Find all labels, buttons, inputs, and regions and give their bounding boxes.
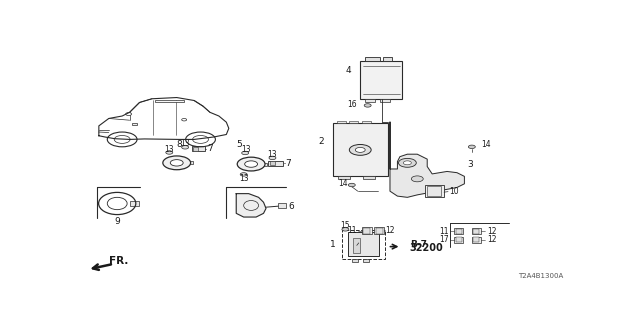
Bar <box>270 161 275 165</box>
Bar <box>425 185 444 197</box>
Text: B-7: B-7 <box>410 240 427 249</box>
Bar <box>352 259 358 262</box>
Text: 4: 4 <box>346 66 351 75</box>
Text: 7: 7 <box>285 159 291 168</box>
Text: 15: 15 <box>340 221 350 230</box>
Bar <box>474 237 479 242</box>
Text: 32200: 32200 <box>410 243 444 253</box>
Text: T2A4B1300A: T2A4B1300A <box>518 273 564 279</box>
Polygon shape <box>236 194 266 217</box>
Text: FR.: FR. <box>109 256 128 266</box>
Circle shape <box>269 156 276 160</box>
Bar <box>454 237 463 243</box>
Circle shape <box>182 146 189 149</box>
Circle shape <box>166 151 173 154</box>
Circle shape <box>240 173 247 176</box>
Bar <box>454 228 463 234</box>
Text: 10: 10 <box>449 187 459 196</box>
Text: 12: 12 <box>385 226 395 235</box>
Bar <box>360 60 403 99</box>
Bar <box>380 99 390 102</box>
Circle shape <box>403 161 412 165</box>
Text: 12: 12 <box>487 236 496 244</box>
Bar <box>456 229 462 234</box>
Bar <box>191 146 205 151</box>
Bar <box>363 176 375 179</box>
Circle shape <box>412 176 423 182</box>
Bar <box>186 161 193 164</box>
Text: 6: 6 <box>288 202 294 211</box>
Bar <box>362 121 371 124</box>
Circle shape <box>468 145 476 148</box>
Circle shape <box>399 158 416 167</box>
Bar <box>193 147 198 150</box>
Bar <box>472 228 481 234</box>
Bar <box>333 124 388 176</box>
Bar <box>269 161 284 166</box>
Text: 13: 13 <box>268 150 277 159</box>
Bar <box>338 176 350 179</box>
Bar <box>156 100 184 102</box>
Text: 13: 13 <box>164 145 174 154</box>
Bar <box>348 232 379 256</box>
Text: 13: 13 <box>239 174 248 183</box>
Text: 1: 1 <box>330 240 335 249</box>
Bar <box>363 259 369 262</box>
Bar <box>428 186 441 196</box>
Circle shape <box>125 113 132 116</box>
Text: 3: 3 <box>467 160 472 169</box>
Text: 2: 2 <box>319 138 324 147</box>
Circle shape <box>242 151 248 155</box>
Bar <box>374 228 384 234</box>
Text: 14: 14 <box>481 140 490 149</box>
Circle shape <box>342 228 349 231</box>
Bar <box>364 228 370 234</box>
Bar <box>342 230 385 259</box>
Circle shape <box>170 160 183 166</box>
Polygon shape <box>390 122 465 197</box>
Bar <box>456 237 462 242</box>
Text: 14: 14 <box>338 179 348 188</box>
Circle shape <box>244 161 257 167</box>
Text: 17: 17 <box>439 236 449 244</box>
Bar <box>129 201 138 206</box>
Bar <box>349 121 358 124</box>
Text: 7: 7 <box>207 144 213 153</box>
Text: 8: 8 <box>177 140 182 149</box>
Bar <box>362 228 372 234</box>
Bar <box>278 204 286 208</box>
Text: 16: 16 <box>347 100 356 109</box>
Bar <box>474 229 479 234</box>
Text: 11: 11 <box>348 226 356 235</box>
Circle shape <box>355 148 365 152</box>
Text: 12: 12 <box>487 227 496 236</box>
Circle shape <box>348 183 355 187</box>
Bar <box>260 163 267 165</box>
Bar <box>337 121 346 124</box>
Circle shape <box>182 118 187 121</box>
Bar <box>365 99 375 102</box>
Bar <box>132 123 136 124</box>
Bar <box>376 228 383 234</box>
Text: 13: 13 <box>241 145 251 154</box>
Circle shape <box>349 144 371 155</box>
Text: 5: 5 <box>236 140 241 149</box>
Text: 11: 11 <box>439 227 449 236</box>
Bar <box>353 238 360 253</box>
Text: 9: 9 <box>115 218 120 227</box>
Bar <box>472 237 481 243</box>
Text: 13: 13 <box>180 139 190 148</box>
Circle shape <box>364 104 371 107</box>
Circle shape <box>163 156 191 170</box>
Bar <box>365 57 380 60</box>
Bar <box>383 57 392 60</box>
Circle shape <box>237 157 265 171</box>
